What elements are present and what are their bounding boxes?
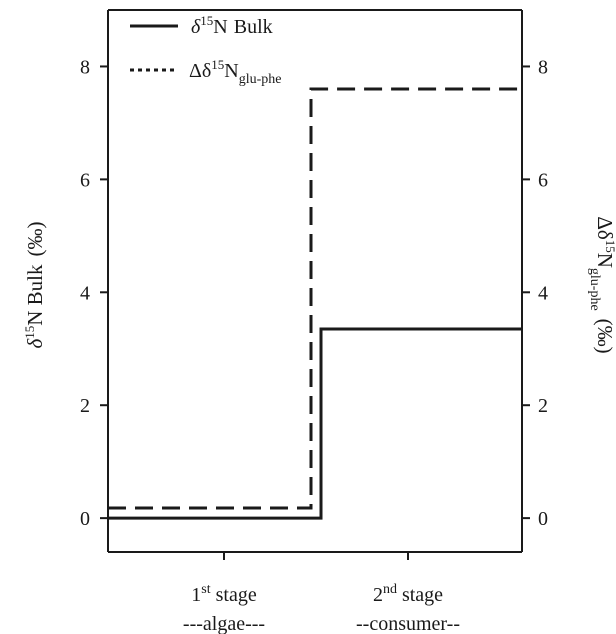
right-label-unit: (‰) [593,319,616,354]
right-label-sup: 15 [603,240,616,253]
category-stage-word: stage [397,584,443,606]
right-tick-label: 2 [538,395,548,417]
series-layer [108,87,522,520]
category-label-1: 1st stage ---algae--- [183,582,265,634]
legend-sub: glu-phe [239,72,282,87]
left-label-prefix: δ [23,338,47,349]
series-line-bulk [108,327,522,520]
category-ordinal-sup: nd [383,582,397,597]
right-tick-label: 4 [538,282,548,304]
left-label-unit: (‰) [23,221,47,256]
category-stage-label: 1st stage [191,582,257,606]
right-tick-label: 8 [538,56,548,78]
category-ordinal-sup: st [201,582,210,597]
right-axis-label: Δδ15Nglu-phe (‰) [587,216,616,353]
right-axis-ticks: 0 2 4 6 8 [522,56,548,530]
right-label-sub: glu-phe [587,268,602,311]
left-axis-label: δ15N Bulk (‰) [22,221,47,348]
left-tick-label: 4 [80,282,90,304]
left-tick-label: 6 [80,169,90,191]
right-label-prefix: Δδ [593,216,616,240]
legend-prefix: δ [191,16,201,38]
category-stage-label: 2nd stage [373,582,443,606]
category-group-label: ---algae--- [183,613,265,634]
left-axis-ticks: 0 2 4 6 8 [80,56,108,530]
category-group-label: --consumer-- [356,613,460,634]
left-label-sup: 15 [22,326,37,339]
category-ordinal: 1 [191,584,201,606]
x-axis-ticks [223,552,409,560]
legend-sup: 15 [200,13,213,28]
category-ordinal: 2 [373,584,383,606]
right-tick-label: 0 [538,508,548,530]
legend-main: N [224,60,238,82]
legend-main: N [213,16,227,38]
left-tick-label: 8 [80,56,90,78]
legend-sup: 15 [211,57,224,72]
right-tick-label: 6 [538,169,548,191]
category-label-2: 2nd stage --consumer-- [356,582,460,634]
left-label-main: N Bulk [23,264,47,326]
legend-entry-glu-phe: Δδ15Nglu-phe [189,57,282,87]
legend-entry-bulk: δ15N Bulk [191,13,273,38]
series-line-glu-phe [108,87,522,510]
legend: δ15N Bulk Δδ15Nglu-phe [130,13,282,87]
right-label-main: N [593,253,616,268]
category-stage-word: stage [211,584,257,606]
left-tick-label: 2 [80,395,90,417]
legend-name: Bulk [234,16,273,38]
legend-prefix: Δδ [189,60,211,82]
left-tick-label: 0 [80,508,90,530]
